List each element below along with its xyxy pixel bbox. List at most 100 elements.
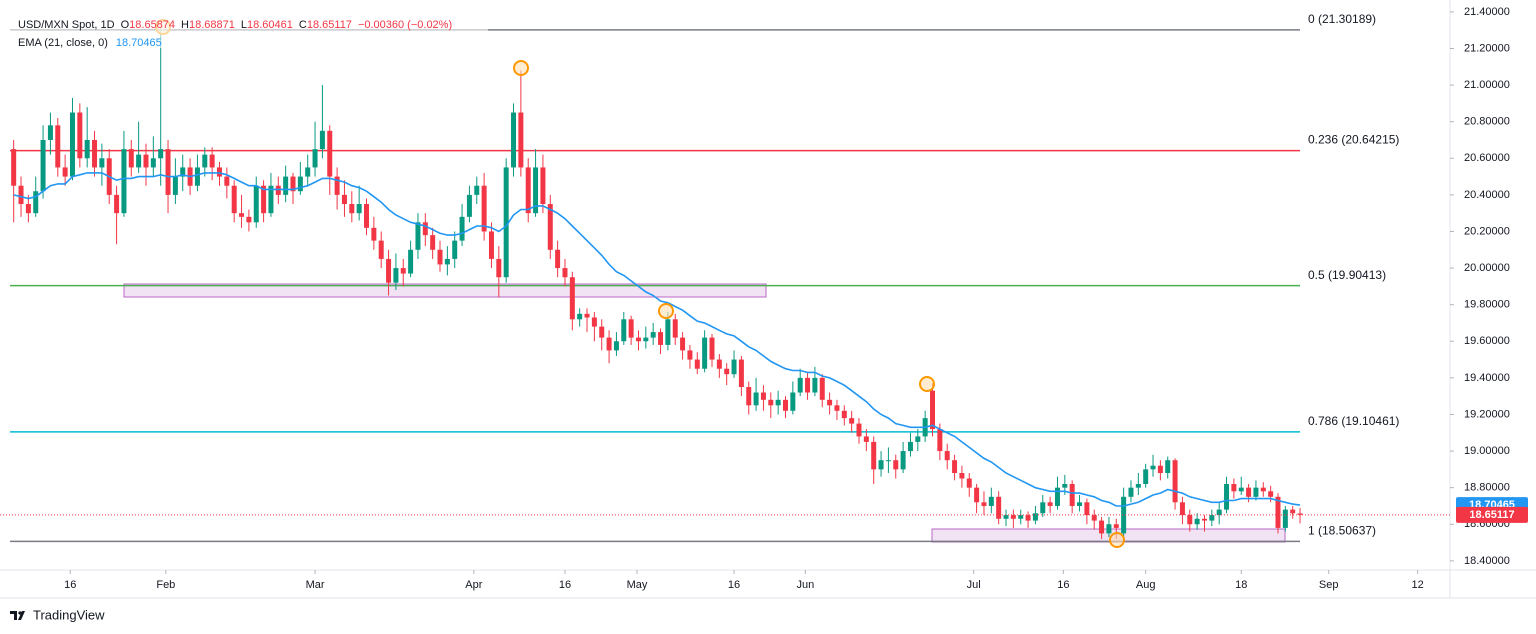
candle-body — [1209, 515, 1215, 521]
candle-body — [47, 125, 53, 140]
candle-body — [25, 204, 31, 214]
candle-body — [996, 496, 1002, 519]
candle-body — [1231, 483, 1237, 492]
candle-body — [275, 185, 281, 195]
candle-body — [606, 337, 612, 351]
candle-body — [974, 487, 980, 503]
y-tick-label: 19.20000 — [1464, 408, 1510, 420]
candle-body — [84, 139, 90, 159]
candle-body — [511, 112, 517, 168]
candle-body — [1010, 515, 1016, 519]
candle-body — [1194, 518, 1200, 525]
candle-body — [863, 436, 869, 442]
candle-body — [466, 194, 472, 217]
candle-body — [143, 154, 149, 168]
candle-body — [202, 154, 208, 168]
candle-body — [312, 149, 318, 168]
candle-body — [246, 216, 252, 223]
candle-body — [1099, 520, 1105, 534]
highlight-marker — [1109, 532, 1125, 548]
candle-body — [805, 377, 811, 393]
candle-body — [1054, 487, 1060, 506]
y-tick-label: 20.20000 — [1464, 225, 1510, 237]
indicator-value: 18.70465 — [116, 37, 162, 49]
candle-body — [907, 441, 913, 452]
x-tick-label: 18 — [1235, 579, 1247, 591]
highlight-marker — [513, 60, 529, 76]
candle-body — [305, 167, 311, 177]
logo-mark — [10, 611, 25, 620]
candle-body — [268, 185, 274, 214]
candle-body — [621, 319, 627, 342]
candle-body — [481, 185, 487, 232]
candle-body — [165, 149, 171, 195]
candle-body — [834, 405, 840, 411]
candle-body — [18, 185, 24, 205]
candle-body — [930, 390, 936, 430]
candle-body — [1260, 487, 1266, 492]
logo-dot — [18, 611, 22, 615]
price-tag-label: 18.65117 — [1469, 509, 1514, 521]
candle-body — [797, 377, 803, 393]
candle-body — [1113, 524, 1119, 528]
candle-body — [1157, 465, 1163, 474]
highlight-marker — [658, 303, 674, 319]
indicator-line: EMA (21, close, 0) 18.70465 — [18, 37, 162, 49]
price-tag — [1456, 506, 1528, 523]
y-tick-label: 19.80000 — [1464, 299, 1510, 311]
fib-label: 0.5 (19.90413) — [1308, 268, 1386, 282]
candle-body — [474, 185, 480, 195]
candle-body — [1047, 502, 1053, 506]
y-tick-label: 21.20000 — [1464, 42, 1510, 54]
candle-body — [555, 249, 561, 269]
candle-body — [893, 460, 899, 470]
candle-body — [1062, 483, 1068, 488]
candle-body — [1135, 483, 1141, 488]
candle-body — [1290, 509, 1296, 514]
candle-body — [239, 213, 245, 217]
candle-body — [62, 167, 68, 177]
x-tick-label: 16 — [559, 579, 571, 591]
x-tick-label: Feb — [156, 579, 175, 591]
candle-body — [194, 167, 200, 186]
candle-body — [753, 392, 759, 406]
y-tick-label: 20.40000 — [1464, 189, 1510, 201]
candle-body — [55, 125, 61, 168]
candle-body — [599, 326, 605, 338]
candle-body — [231, 185, 237, 214]
legend: USD/MXN Spot, 1D O18.65874 H18.68871 L18.60… — [6, 14, 488, 49]
candle-body — [878, 460, 884, 470]
x-tick-label: Mar — [306, 579, 325, 591]
symbol-line: USD/MXN Spot, 1D O18.65874 H18.68871 L18.60… — [18, 19, 452, 31]
candle-body — [150, 158, 156, 168]
candle-body — [261, 185, 267, 214]
y-tick-label: 21.40000 — [1464, 6, 1510, 18]
candle-body — [577, 313, 583, 320]
candle-body — [349, 204, 355, 214]
candle-body — [224, 176, 230, 186]
candle-body — [364, 204, 370, 228]
candle-body — [716, 359, 722, 369]
candle-body — [680, 337, 686, 351]
y-tick-label: 20.00000 — [1464, 262, 1510, 274]
candle-body — [400, 268, 406, 274]
y-tick-label: 21.00000 — [1464, 79, 1510, 91]
candle-body — [452, 240, 458, 259]
candle-body — [658, 332, 664, 345]
candle-body — [128, 149, 134, 168]
plot-area: 0 (21.30189) 0.236 (20.64215) 0.5 (19.9041… — [0, 12, 1450, 548]
candle-body — [724, 368, 730, 375]
candle-body — [856, 423, 862, 437]
candle-body — [1238, 487, 1244, 492]
highlight-marker — [919, 376, 935, 392]
candle-body — [430, 235, 436, 250]
l-label: L — [241, 19, 247, 31]
candle-body — [180, 167, 186, 177]
candle-body — [40, 139, 46, 192]
candle-body — [900, 451, 906, 470]
brand-logo: TradingView — [10, 607, 105, 622]
candle-body — [172, 176, 178, 195]
fib-label: 0.786 (19.10461) — [1308, 414, 1399, 428]
candle-body — [885, 460, 891, 462]
